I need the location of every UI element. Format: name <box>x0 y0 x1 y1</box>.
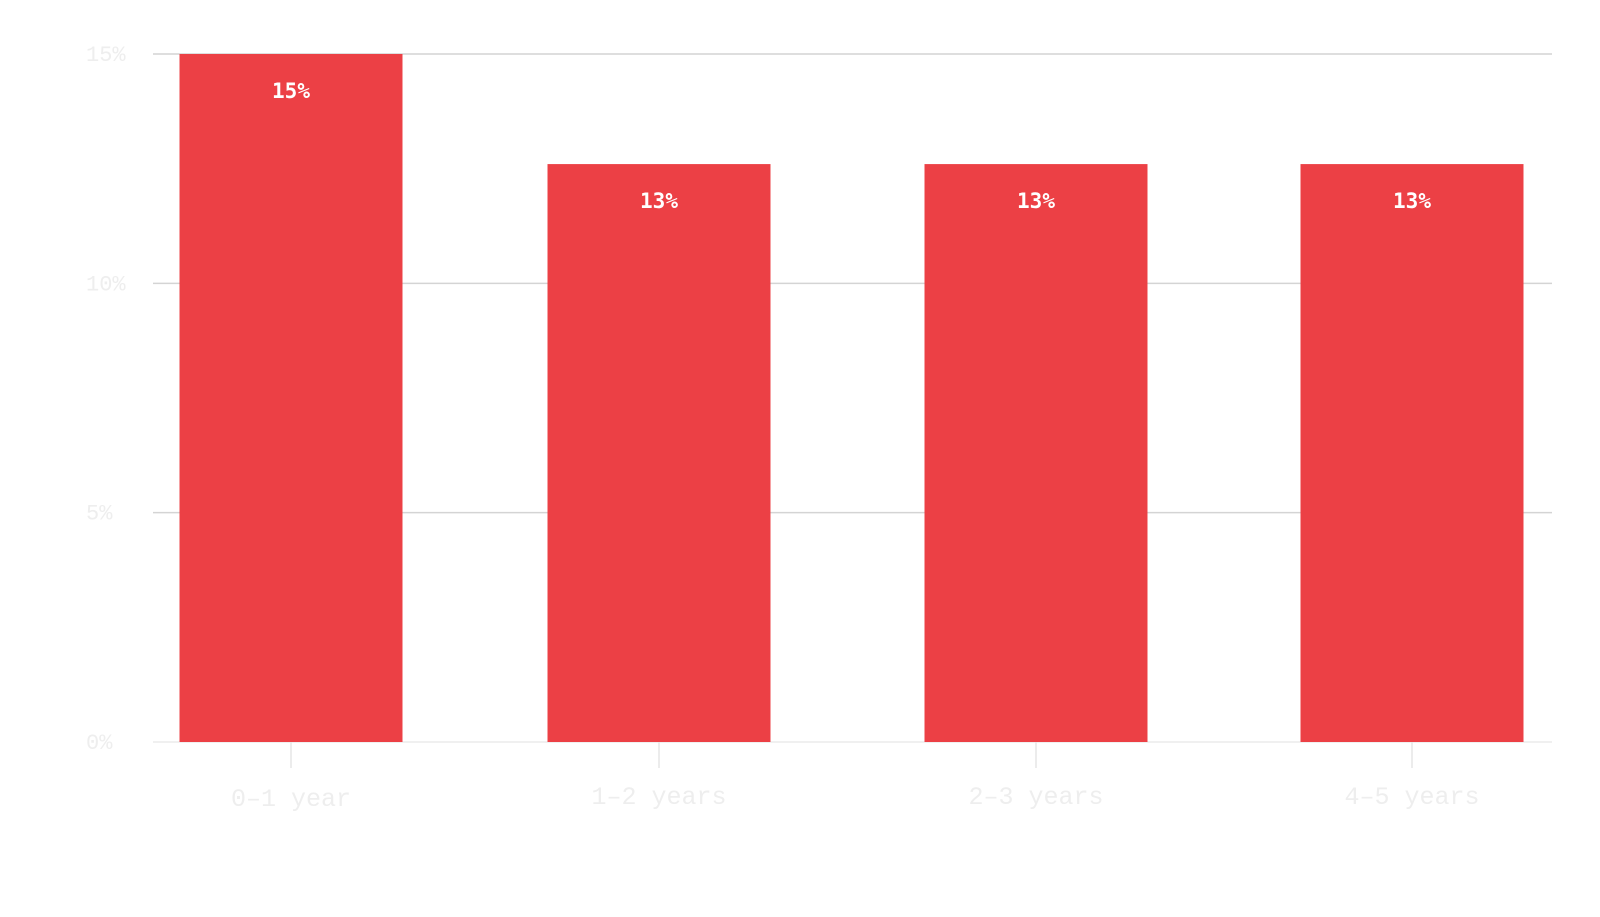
bars: 15% 13% 13% 13% <box>179 54 1524 742</box>
data-label: 13% <box>1393 189 1431 213</box>
y-tick-label: 15% <box>86 43 126 68</box>
data-label: 13% <box>640 189 678 213</box>
x-axis-ticks: 0–1 year 1–2 years 2–3 years 4–5 years <box>231 742 1480 814</box>
y-axis-ticks: 0% 5% 10% 15% <box>86 43 126 756</box>
bar-1 <box>179 54 403 742</box>
x-tick-label: 2–3 years <box>968 783 1103 812</box>
y-tick-label: 0% <box>86 731 113 756</box>
x-tick-label: 0–1 year <box>231 785 351 814</box>
x-tick-label: 4–5 years <box>1344 783 1479 812</box>
y-tick-label: 5% <box>86 502 113 527</box>
bar-3 <box>924 164 1148 742</box>
data-label: 15% <box>272 79 310 103</box>
bar-4 <box>1300 164 1524 742</box>
y-tick-label: 10% <box>86 272 126 297</box>
bar-2 <box>547 164 771 742</box>
data-label: 13% <box>1017 189 1055 213</box>
x-tick-label: 1–2 years <box>591 783 726 812</box>
